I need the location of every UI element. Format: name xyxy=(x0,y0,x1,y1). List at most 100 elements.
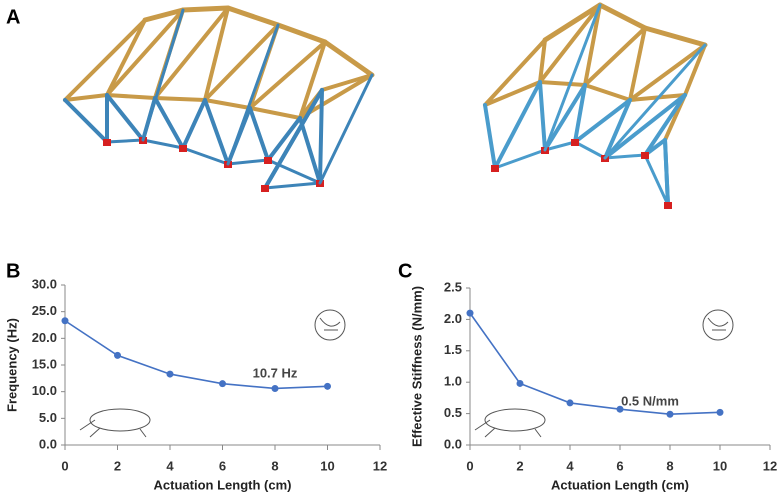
support xyxy=(103,139,111,146)
x-tick-label: 10 xyxy=(713,458,727,473)
truss-member xyxy=(483,38,547,107)
x-tick-label: 4 xyxy=(166,458,174,473)
truss-member xyxy=(322,39,375,78)
truss-member xyxy=(105,93,157,100)
truss-member xyxy=(642,25,708,48)
data-point xyxy=(219,380,226,388)
y-tick-label: 20.0 xyxy=(32,330,57,345)
data-point xyxy=(716,408,724,416)
truss-member xyxy=(105,18,147,97)
data-point xyxy=(466,309,474,317)
y-axis-title: Frequency (Hz) xyxy=(4,318,19,412)
x-tick-label: 0 xyxy=(466,458,473,473)
truss-member xyxy=(63,93,109,102)
y-tick-label: 15.0 xyxy=(32,356,57,371)
truss-member xyxy=(298,40,327,120)
truss-member xyxy=(543,3,602,152)
truss-member xyxy=(583,3,602,87)
data-point xyxy=(114,351,121,359)
truss-member xyxy=(248,106,270,162)
truss-member xyxy=(628,26,647,102)
truss-member xyxy=(543,140,577,152)
x-tick-label: 6 xyxy=(219,458,226,473)
truss-member xyxy=(538,3,602,84)
y-tick-label: 2.5 xyxy=(444,279,462,294)
x-tick-label: 8 xyxy=(271,458,278,473)
truss-member xyxy=(263,88,324,190)
data-point xyxy=(566,399,574,407)
support xyxy=(261,185,269,192)
truss-member xyxy=(203,6,230,102)
x-tick-label: 8 xyxy=(666,458,673,473)
x-tick-label: 6 xyxy=(616,458,623,473)
x-tick-label: 12 xyxy=(763,458,777,473)
truss-member xyxy=(643,153,670,207)
truss-member xyxy=(573,83,587,144)
truss-member xyxy=(203,98,252,110)
truss-member xyxy=(573,140,607,160)
truss-member xyxy=(538,38,547,84)
truss-member xyxy=(105,138,145,144)
data-point xyxy=(271,384,279,392)
x-tick-label: 2 xyxy=(516,458,523,473)
truss-member xyxy=(225,5,281,28)
truss-member xyxy=(105,93,145,142)
x-tick-label: 10 xyxy=(320,458,334,473)
y-tick-label: 0.0 xyxy=(444,436,462,451)
data-point xyxy=(166,370,174,378)
data-point xyxy=(324,382,331,390)
panel-label: B xyxy=(6,260,20,282)
truss-member xyxy=(180,5,231,13)
truss-member xyxy=(538,80,587,87)
y-tick-label: 1.0 xyxy=(444,374,462,389)
support xyxy=(264,157,272,164)
x-tick-label: 12 xyxy=(373,458,387,473)
x-tick-label: 4 xyxy=(566,458,574,473)
truss-member xyxy=(153,96,185,150)
truss-member xyxy=(542,2,603,43)
panel-label: C xyxy=(398,260,412,282)
truss-member xyxy=(263,181,322,190)
truss-member xyxy=(603,153,647,160)
x-axis-title: Actuation Length (cm) xyxy=(154,477,292,492)
truss-member xyxy=(248,106,302,120)
x-tick-label: 2 xyxy=(114,458,121,473)
truss-member xyxy=(663,138,670,207)
truss-member xyxy=(583,26,647,87)
truss-member xyxy=(248,40,327,110)
truss-member xyxy=(266,158,322,185)
y-axis-title: Effective Stiffness (N/mm) xyxy=(409,286,424,447)
truss-member xyxy=(298,116,322,185)
panel-label: A xyxy=(6,6,20,28)
x-tick-label: 0 xyxy=(61,458,68,473)
truss-member xyxy=(538,80,547,152)
truss-member xyxy=(153,6,230,100)
truss-member xyxy=(153,96,207,102)
y-tick-label: 5.0 xyxy=(39,410,57,425)
isopod-icons xyxy=(79,309,734,438)
truss-member xyxy=(105,8,185,97)
y-tick-label: 0.0 xyxy=(39,436,57,451)
truss-renderings xyxy=(63,2,708,209)
truss-member xyxy=(628,43,707,102)
truss-member xyxy=(320,73,374,92)
data-line xyxy=(64,320,328,390)
support xyxy=(491,165,499,172)
y-tick-label: 2.0 xyxy=(444,311,462,326)
y-tick-label: 25.0 xyxy=(32,303,57,318)
truss-member xyxy=(603,93,687,160)
support xyxy=(571,139,579,146)
y-tick-label: 1.5 xyxy=(444,342,462,357)
truss-member xyxy=(683,43,707,97)
truss-member xyxy=(63,98,109,144)
truss-member xyxy=(141,8,185,142)
truss-member xyxy=(493,80,542,170)
support xyxy=(641,152,649,159)
data-point xyxy=(61,317,69,325)
annotation: 0.5 N/mm xyxy=(621,393,679,408)
truss-member xyxy=(483,80,542,107)
truss-member xyxy=(226,23,280,166)
truss-member xyxy=(603,98,632,160)
data-point xyxy=(666,410,674,418)
